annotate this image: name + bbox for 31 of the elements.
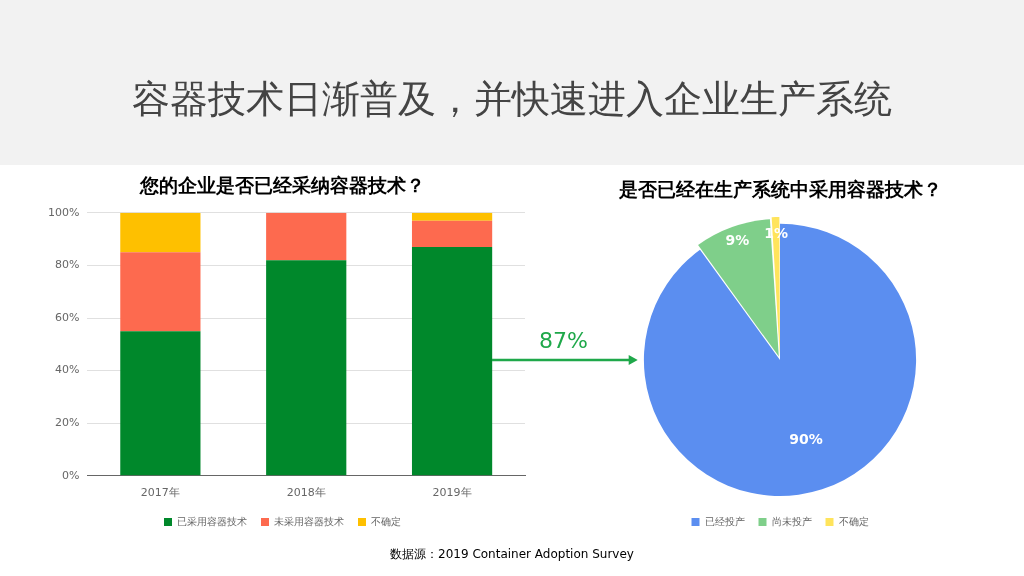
legend-label: 不确定 [838,515,869,527]
bar [120,212,201,253]
data-label: 9% [725,232,750,249]
bar [120,331,201,476]
bar [120,252,201,332]
bar [411,212,493,221]
legend-label: 未采用容器技术 [274,515,344,527]
data-label: 1% [764,225,788,241]
y-tick-label: 100% [47,205,80,219]
x-tick-label: 2019年 [432,486,472,500]
legend-label: 已采用容器技术 [177,515,247,527]
x-tick-label: 2017年 [140,486,180,500]
bar [411,220,493,247]
chart-title: 是否已经在生产系统中采用容器技术？ [617,178,942,201]
y-tick-label: 40% [54,363,80,377]
bar [411,246,493,476]
legend-label: 已经投产 [704,515,745,527]
y-tick-label: 80% [54,258,80,272]
bar [266,260,347,476]
text: 87% [539,327,588,353]
text: 容器技术日渐普及，并快速进入企业生产系统 [131,76,893,123]
x-tick-label: 2018年 [286,486,326,500]
text: 数据源：2019 Container Adoption Survey [389,546,635,563]
bar [266,212,347,261]
y-tick-label: 20% [54,416,80,430]
y-tick-label: 0% [61,468,80,482]
legend-label: 不确定 [371,515,401,527]
y-tick-label: 60% [54,310,80,324]
legend-label: 尚未投产 [771,515,812,527]
chart-title: 您的企业是否已经采纳容器技术？ [139,174,425,197]
data-label: 90% [789,430,823,447]
